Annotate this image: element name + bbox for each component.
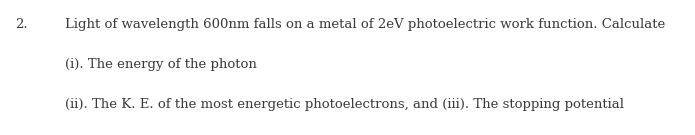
Text: Light of wavelength 600nm falls on a metal of 2eV photoelectric work function. C: Light of wavelength 600nm falls on a met… [65, 18, 665, 31]
Text: (i). The energy of the photon: (i). The energy of the photon [65, 58, 257, 71]
Text: (ii). The K. E. of the most energetic photoelectrons, and (iii). The stopping po: (ii). The K. E. of the most energetic ph… [65, 98, 624, 111]
Text: 2.: 2. [15, 18, 28, 31]
